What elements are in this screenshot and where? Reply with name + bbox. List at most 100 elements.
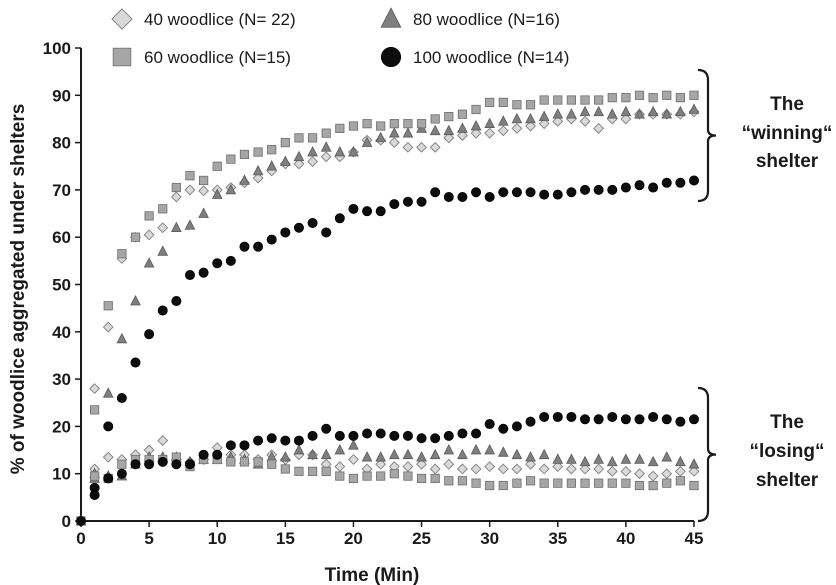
data-point-circle-losing bbox=[689, 414, 700, 425]
data-point-diamond-losing bbox=[429, 463, 441, 475]
data-point-circle-winning bbox=[580, 184, 591, 195]
data-point-diamond-losing bbox=[525, 458, 536, 470]
data-point-diamond-winning bbox=[320, 151, 332, 163]
data-point-circle-losing bbox=[648, 411, 659, 422]
y-tick-label: 10 bbox=[52, 465, 71, 484]
data-point-triangle-winning bbox=[252, 164, 264, 176]
data-point-square-winning bbox=[416, 119, 427, 129]
data-point-square-losing bbox=[553, 478, 563, 488]
data-point-triangle-losing bbox=[675, 455, 686, 467]
data-point-triangle-winning bbox=[443, 124, 455, 136]
data-point-triangle-winning bbox=[429, 124, 441, 136]
data-point-circle-losing bbox=[471, 428, 482, 439]
data-point-circle-losing bbox=[280, 435, 291, 446]
data-point-square-winning bbox=[430, 114, 440, 124]
data-point-square-losing bbox=[607, 478, 617, 488]
data-point-triangle-losing bbox=[484, 443, 496, 455]
data-point-triangle-winning bbox=[661, 108, 673, 119]
data-point-square-losing bbox=[239, 457, 250, 467]
data-point-triangle-winning bbox=[620, 105, 632, 117]
data-point-triangle-winning bbox=[375, 131, 387, 143]
data-point-square-losing bbox=[675, 476, 685, 486]
data-point-square-winning bbox=[335, 123, 345, 134]
data-point-square-winning bbox=[566, 95, 577, 105]
data-point-triangle-winning bbox=[538, 110, 550, 121]
x-tick-label: 35 bbox=[548, 529, 567, 548]
data-point-circle-losing bbox=[348, 430, 359, 441]
data-point-circle-winning bbox=[552, 189, 563, 200]
data-point-triangle-losing bbox=[443, 443, 455, 455]
data-point-circle-winning bbox=[416, 196, 427, 207]
brace bbox=[697, 68, 717, 203]
data-point-circle-losing bbox=[484, 419, 495, 430]
data-point-diamond-losing bbox=[688, 465, 700, 477]
data-point-circle-losing bbox=[457, 428, 468, 439]
data-point-square-losing bbox=[621, 478, 631, 488]
data-points bbox=[75, 90, 700, 527]
x-tick-label: 10 bbox=[208, 529, 227, 548]
data-point-square-losing bbox=[634, 480, 645, 491]
data-point-square-winning bbox=[90, 405, 100, 415]
data-point-diamond-winning bbox=[456, 130, 468, 141]
data-point-diamond-winning bbox=[593, 122, 605, 134]
x-tick-label: 15 bbox=[276, 529, 295, 548]
data-point-triangle-losing bbox=[320, 448, 332, 460]
data-point-diamond-losing bbox=[484, 461, 496, 473]
data-point-square-losing bbox=[689, 480, 699, 491]
axes: 0 10 20 30 40 50 60 70 80 90 100 0 5 10 15 20 25 30 35 40 45 bbox=[43, 39, 704, 548]
data-point-square-winning bbox=[267, 145, 277, 155]
data-point-triangle-losing bbox=[457, 448, 468, 460]
data-point-diamond-losing bbox=[102, 451, 114, 463]
data-point-triangle-losing bbox=[634, 453, 645, 464]
data-point-diamond-losing bbox=[661, 468, 673, 480]
data-point-triangle-winning bbox=[198, 207, 209, 218]
data-point-triangle-losing bbox=[293, 443, 305, 455]
data-point-diamond-winning bbox=[470, 127, 482, 139]
data-point-square-winning bbox=[362, 119, 372, 129]
series-triangle bbox=[75, 103, 700, 526]
data-point-circle-losing bbox=[511, 421, 522, 432]
x-tick-label: 25 bbox=[412, 529, 431, 548]
data-point-diamond-losing bbox=[443, 458, 455, 470]
data-point-circle-winning bbox=[212, 258, 223, 269]
data-point-triangle-losing bbox=[511, 448, 523, 460]
annotation-label: shelter bbox=[756, 470, 819, 491]
data-point-square-winning bbox=[198, 175, 209, 186]
data-point-square-losing bbox=[362, 471, 372, 481]
y-tick-label: 0 bbox=[62, 512, 71, 531]
data-point-square-winning bbox=[525, 100, 536, 110]
data-point-circle-winning bbox=[498, 187, 509, 198]
data-point-circle-losing bbox=[171, 459, 182, 470]
data-point-square-losing bbox=[307, 466, 318, 476]
data-point-circle-losing bbox=[293, 435, 304, 446]
y-tick-label: 40 bbox=[52, 323, 71, 342]
data-point-triangle-losing bbox=[661, 451, 673, 462]
data-point-square-winning bbox=[444, 111, 454, 122]
data-point-circle-winning bbox=[607, 184, 618, 195]
data-point-square-losing bbox=[580, 478, 590, 488]
data-point-circle-winning bbox=[620, 182, 631, 193]
data-point-square-winning bbox=[689, 90, 699, 100]
data-point-circle-winning bbox=[375, 206, 386, 217]
data-point-circle-losing bbox=[566, 411, 577, 422]
data-point-triangle-winning bbox=[307, 145, 318, 157]
data-point-square-winning bbox=[457, 109, 468, 119]
legend-label: 100 woodlice (N=14) bbox=[413, 48, 569, 67]
data-point-triangle-losing bbox=[606, 455, 618, 467]
data-point-square-winning bbox=[376, 121, 386, 131]
annotation-label: The bbox=[770, 94, 804, 115]
data-point-triangle-losing bbox=[497, 446, 509, 457]
data-point-circle-winning bbox=[430, 187, 441, 198]
data-point-circle-winning bbox=[280, 227, 291, 238]
data-point-square-winning bbox=[253, 147, 263, 157]
data-point-square-winning bbox=[307, 133, 318, 143]
data-point-circle-winning bbox=[334, 213, 345, 224]
y-tick-label: 100 bbox=[43, 39, 71, 58]
data-point-square-losing bbox=[267, 459, 277, 469]
data-point-diamond-losing bbox=[334, 461, 346, 473]
data-point-circle-losing bbox=[402, 430, 413, 441]
data-point-triangle-winning bbox=[348, 145, 359, 157]
data-point-square-losing bbox=[525, 476, 536, 486]
data-point-diamond-winning bbox=[143, 229, 155, 241]
series-square bbox=[76, 90, 699, 526]
